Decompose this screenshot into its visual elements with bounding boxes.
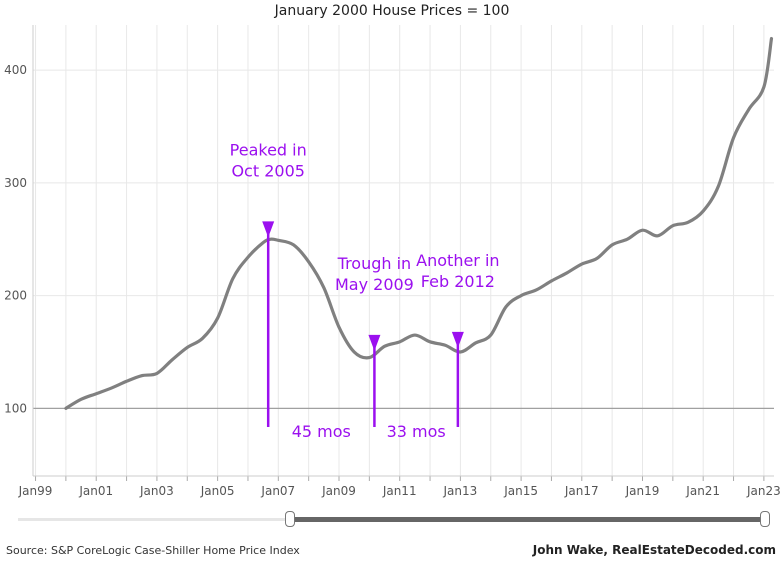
annotation-arrow: [368, 334, 381, 351]
annotation-arrow: [262, 221, 275, 238]
x-tick-label: Jan17: [564, 484, 599, 498]
x-tick-label: Jan15: [503, 484, 538, 498]
annotation-label: May 2009: [335, 275, 414, 294]
span-label: 33 mos: [387, 422, 446, 441]
chart-title: January 2000 House Prices = 100: [274, 3, 510, 19]
line-chart: 100 200 300 400 Jan99 Jan01 Jan03 Jan05 Jan07 Jan…: [4, 25, 781, 498]
x-tick-label: Jan09: [321, 484, 356, 498]
series-line: [64, 36, 774, 410]
x-tick-label: Jan21: [685, 484, 720, 498]
slider-start-handle[interactable]: [284, 511, 295, 527]
slider-track-inactive: [18, 518, 290, 521]
date-range-slider[interactable]: [18, 511, 770, 527]
y-tick-label: 200: [4, 289, 27, 303]
x-tick-label: Jan11: [382, 484, 417, 498]
annotation-label: Trough in: [337, 254, 412, 273]
source-note: Source: S&P CoreLogic Case-Shiller Home …: [6, 544, 300, 557]
span-label: 45 mos: [292, 422, 351, 441]
annotation-label: Oct 2005: [231, 161, 304, 180]
annotation-label: Peaked in: [230, 140, 307, 159]
x-tick-label: Jan05: [200, 484, 235, 498]
series-layer: [64, 36, 774, 410]
x-tick-label: Jan13: [443, 484, 478, 498]
annotation-label: Another in: [416, 251, 499, 270]
x-tick-label: Jan03: [139, 484, 174, 498]
x-tick-label: Jan19: [625, 484, 660, 498]
y-tick-label: 400: [4, 63, 27, 77]
annotation-label: Feb 2012: [421, 272, 495, 291]
x-tick-label: Jan23: [746, 484, 781, 498]
axes: 100 200 300 400 Jan99 Jan01 Jan03 Jan05 Jan07 Jan…: [4, 25, 781, 498]
annotation-arrow: [451, 331, 464, 348]
author-credit: John Wake, RealEstateDecoded.com: [532, 543, 776, 557]
x-tick-label: Jan07: [260, 484, 295, 498]
y-tick-label: 300: [4, 176, 27, 190]
x-tick-label: Jan99: [18, 484, 53, 498]
y-tick-label: 100: [4, 401, 27, 415]
slider-track-active[interactable]: [290, 517, 768, 522]
x-tick-label: Jan01: [78, 484, 113, 498]
grid: [33, 25, 774, 476]
slider-end-handle[interactable]: [760, 511, 770, 527]
annotations: Peaked in Oct 2005 Trough in May 2009Anothe…: [230, 140, 500, 441]
